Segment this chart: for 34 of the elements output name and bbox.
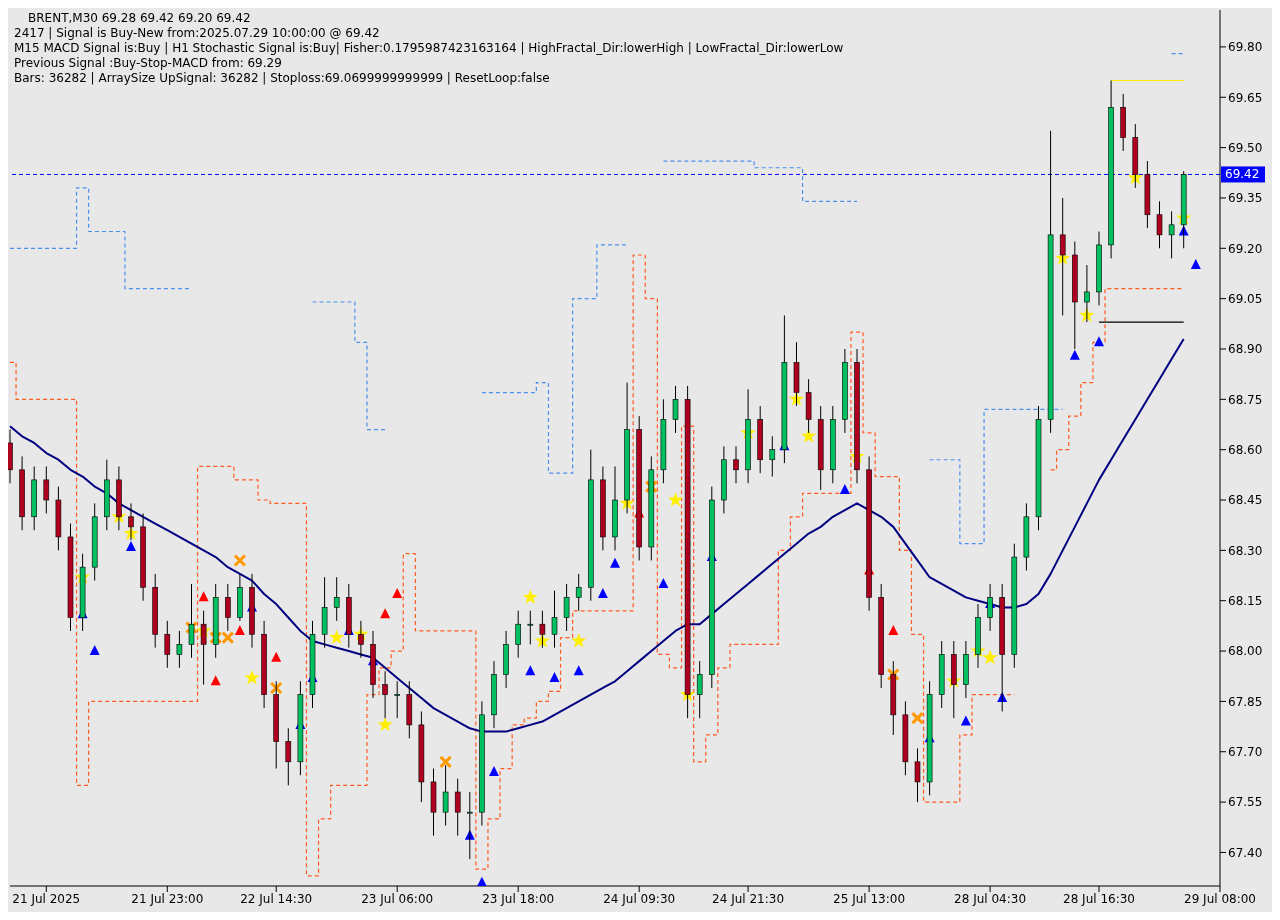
y-tick-label: 68.75 bbox=[1228, 392, 1263, 407]
y-tick-label: 68.60 bbox=[1228, 442, 1263, 457]
x-tick-label: 23 Jul 18:00 bbox=[482, 891, 555, 906]
annotation: M15 MACD Signal is:Buy | H1 Stochastic Signal is:Buy| Fisher:0.1795987423163164 | HighFractal_Dir:lowerHigh | LowFractal_Dir:lowerLow bbox=[14, 41, 844, 56]
x-tick-label: 22 Jul 14:30 bbox=[240, 891, 313, 906]
y-tick-label: 68.45 bbox=[1228, 493, 1263, 508]
x-tick-label: 23 Jul 06:00 bbox=[361, 891, 434, 906]
y-tick-label: 68.30 bbox=[1228, 543, 1263, 558]
chart-title: BRENT,M30 69.28 69.42 69.20 69.42 bbox=[27, 11, 252, 26]
x-tick-label: 21 Jul 23:00 bbox=[131, 891, 204, 906]
y-tick-label: 67.40 bbox=[1228, 845, 1263, 860]
y-tick-label: 69.65 bbox=[1228, 90, 1263, 105]
annotation: Previous Signal :Buy-Stop-MACD from: 69.29 bbox=[14, 56, 283, 71]
y-tick-label: 69.80 bbox=[1228, 40, 1263, 55]
ref-line-label: 69.42 bbox=[1225, 167, 1260, 182]
y-tick-label: 69.20 bbox=[1228, 241, 1263, 256]
x-tick-label: 25 Jul 13:00 bbox=[833, 891, 906, 906]
y-tick-label: 68.90 bbox=[1228, 342, 1263, 357]
x-tick-label: 28 Jul 04:30 bbox=[954, 891, 1027, 906]
annotation: Bars: 36282 | ArraySize UpSignal: 36282 | Stoploss:69.0699999999999 | ResetLoop:false bbox=[14, 71, 551, 86]
y-tick-label: 68.15 bbox=[1228, 593, 1263, 608]
x-tick-label: 29 Jul 08:00 bbox=[1184, 891, 1256, 906]
y-tick-label: 69.50 bbox=[1228, 140, 1263, 155]
x-tick-label: 24 Jul 21:30 bbox=[712, 891, 785, 906]
y-tick-label: 69.35 bbox=[1228, 191, 1263, 206]
y-tick-label: 68.00 bbox=[1228, 644, 1263, 659]
y-tick-label: 69.05 bbox=[1228, 291, 1263, 306]
y-tick-label: 67.85 bbox=[1228, 694, 1263, 709]
y-tick-label: 67.70 bbox=[1228, 745, 1263, 760]
y-tick-label: 67.55 bbox=[1228, 795, 1263, 810]
x-tick-label: 28 Jul 16:30 bbox=[1063, 891, 1135, 906]
x-tick-label: 24 Jul 09:30 bbox=[603, 891, 676, 906]
x-tick-label: 21 Jul 2025 bbox=[12, 891, 81, 906]
annotation: 2417 | Signal is Buy-New from:2025.07.29 10:00:00 @ 69.42 bbox=[14, 26, 381, 41]
